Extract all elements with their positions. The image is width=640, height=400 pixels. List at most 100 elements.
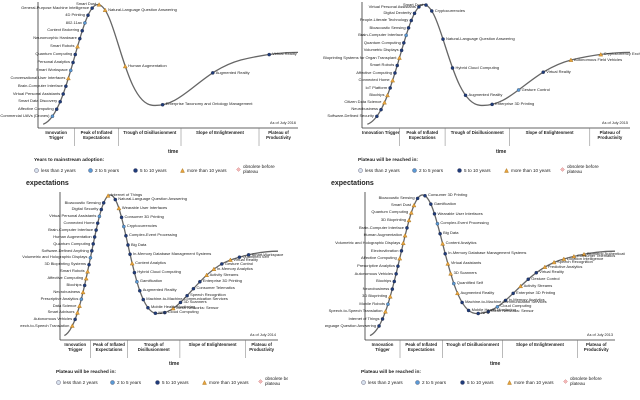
technology-label: Augmented Reality	[460, 289, 495, 295]
technology-label: Connected Home	[63, 219, 95, 225]
technology-marker	[406, 217, 412, 223]
legend-label: 2 to 5 years	[95, 168, 120, 173]
technology-label: Smart Workspace	[36, 67, 68, 73]
legend-item: less than 2 years	[34, 168, 76, 173]
technology-label: Internet of Things	[111, 192, 143, 198]
technology-label: Enterprise 3D Printing	[202, 278, 243, 284]
technology-marker	[534, 271, 539, 275]
technology-marker	[211, 266, 217, 271]
technology-marker	[228, 257, 233, 262]
technology-label: Complex-Event Processing	[440, 220, 489, 226]
hype-cycle-panel-tl: Commercial UAVs (Drones) Affective Comput…	[0, 0, 308, 188]
technology-label: Activity Streams	[209, 271, 239, 277]
technology-marker	[77, 303, 82, 308]
technology-marker	[392, 279, 397, 284]
technology-marker	[86, 13, 90, 18]
technology-marker	[448, 271, 453, 276]
technology-marker	[452, 281, 456, 286]
technology-label: Conversational User Interfaces	[10, 75, 66, 81]
technology-marker	[435, 221, 440, 226]
hype-curve-chart	[364, 192, 616, 358]
legend-item: obsolete before plateau	[563, 376, 602, 386]
technology-label: Quantified Self	[242, 253, 269, 259]
technology-marker	[375, 114, 379, 119]
technology-marker	[153, 311, 158, 316]
technology-label: General-Purpose Machine Intelligence	[21, 4, 90, 10]
technology-marker	[518, 283, 523, 289]
hype-curve-chart	[37, 2, 299, 146]
technology-marker	[495, 305, 500, 309]
technology-marker	[377, 324, 381, 328]
technology-marker	[204, 272, 209, 277]
technology-marker	[450, 66, 455, 70]
phase-label: Plateau of Productivity	[583, 342, 609, 352]
technology-label: Machine-to-Machine Communication Service…	[465, 299, 547, 305]
phase-label: Slope of Enlightenment	[516, 342, 564, 347]
technology-label: Natural-Language Question Answering	[118, 196, 188, 202]
time-axis-label: time	[168, 149, 179, 155]
technology-marker	[54, 107, 59, 111]
technology-label: Internet of Things	[348, 315, 380, 321]
technology-marker	[395, 63, 399, 68]
technology-label: Cloud Computing	[500, 303, 532, 309]
technology-marker	[423, 194, 427, 198]
technology-marker	[90, 6, 94, 10]
technology-marker	[415, 196, 420, 201]
legend-label: obsolete before plateau	[265, 376, 288, 386]
technology-marker	[97, 214, 102, 219]
technology-label: Connected Home	[358, 77, 390, 83]
legend-label: 5 to 10 years	[140, 168, 167, 173]
legend-label: less than 2 years	[41, 168, 76, 173]
technology-label: Mesh Networks: Sensor	[491, 308, 534, 314]
technology-marker	[73, 317, 77, 322]
legend-label: 2 to 5 years	[422, 380, 447, 385]
technology-label: Brain-Computer Interface	[358, 32, 404, 38]
circle-icon	[155, 380, 160, 385]
technology-marker	[102, 7, 108, 12]
technology-label: Human Augmentation	[363, 232, 403, 238]
technology-label: Human Augmentation	[53, 233, 92, 239]
technology-label: Biochips	[369, 92, 385, 98]
technology-marker	[91, 242, 95, 246]
technology-marker	[386, 302, 390, 306]
technology-label: In-Memory Analytics	[216, 265, 253, 271]
legend-label: less than 2 years	[368, 380, 403, 385]
technology-marker	[380, 317, 385, 321]
legend-label: obsolete before plateau	[243, 164, 275, 174]
technology-marker	[66, 75, 71, 81]
technology-label: Software-Defined Anything	[41, 247, 89, 253]
technology-marker	[445, 261, 451, 266]
as-of-date: As of July 2013	[587, 333, 613, 337]
technology-label: Smart Robots	[60, 268, 85, 274]
phase-label: Innovation Trigger	[362, 130, 400, 135]
technology-label: 802.11ax	[65, 19, 82, 25]
hype-cycle-panel-bl: Speech-to-Speech Translation Autonomous V…	[20, 178, 288, 400]
technology-marker	[581, 251, 587, 257]
technology-marker	[466, 308, 471, 313]
phase-label: Slope of Enlightenment	[188, 342, 237, 347]
technology-marker	[388, 86, 392, 90]
technology-marker	[58, 99, 62, 104]
technology-marker	[105, 193, 111, 198]
technology-marker	[385, 92, 390, 98]
technology-marker	[132, 270, 137, 275]
legend-label: 5 to 10 years	[464, 168, 491, 173]
as-of-date: As of July 2015	[602, 121, 628, 125]
technology-label: Gesture Control	[224, 260, 254, 266]
technology-marker	[490, 102, 494, 107]
phase-label: Trough of Disillusionment	[123, 130, 177, 135]
technology-marker	[405, 226, 409, 230]
technology-label: Brain-Computer Interface	[48, 226, 94, 232]
technology-marker	[397, 256, 403, 261]
technology-marker	[561, 256, 567, 261]
technology-label: Virtual Personal Assistants	[49, 213, 97, 219]
technology-label: Smart Robots	[369, 62, 395, 68]
technology-label: Gamification	[139, 278, 163, 284]
technology-label: Prescriptive Analytics	[40, 295, 79, 301]
phase-label: Peak of Inflated Expectations	[405, 342, 438, 352]
technology-marker	[94, 228, 98, 232]
technology-marker	[396, 264, 400, 268]
technology-marker	[460, 300, 464, 305]
technology-label: Smart Data Discovery	[18, 98, 58, 104]
diamond-icon	[258, 378, 263, 384]
